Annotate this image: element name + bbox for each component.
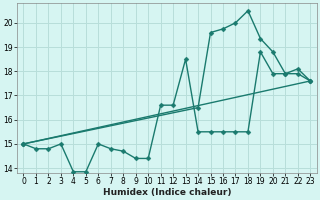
X-axis label: Humidex (Indice chaleur): Humidex (Indice chaleur)	[103, 188, 231, 197]
